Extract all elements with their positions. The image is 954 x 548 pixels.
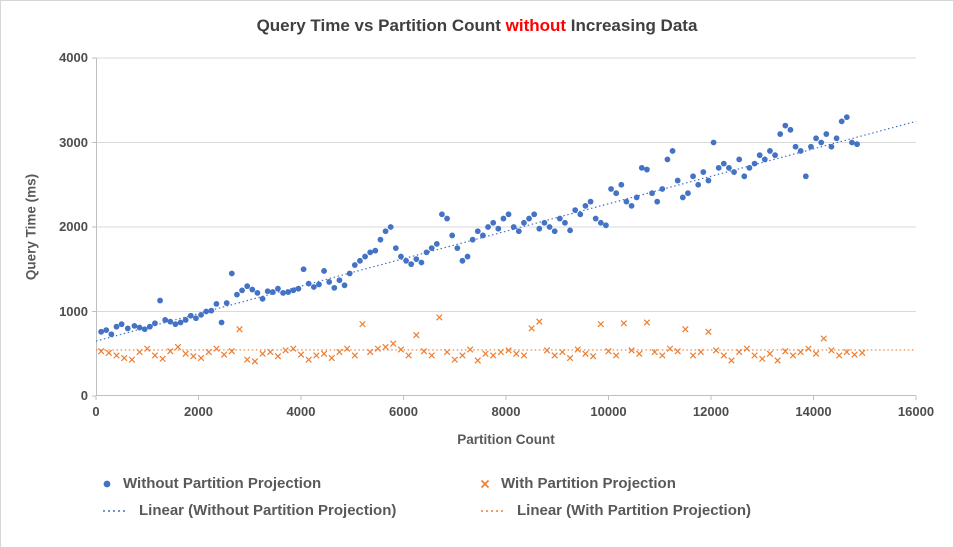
y-tick-label: 1000 xyxy=(59,303,88,319)
y-tick-label: 4000 xyxy=(59,50,88,65)
trendline-0 xyxy=(95,120,917,342)
legend-item-without-projection[interactable]: Without Partition Projection xyxy=(102,475,321,492)
blue-dotted-line-icon xyxy=(103,509,127,512)
chart-title-part2: Increasing Data xyxy=(566,16,698,35)
series-with-partition-projection xyxy=(97,314,866,365)
x-tick-label: 14000 xyxy=(795,404,832,419)
y-tick-label: 0 xyxy=(80,388,88,403)
legend-item-linear-with-projection[interactable]: Linear (With Partition Projection) xyxy=(480,502,751,519)
legend-label: Without Partition Projection xyxy=(123,475,322,492)
x-axis-title: Partition Count xyxy=(457,432,555,447)
y-axis-title: Query Time (ms) xyxy=(23,173,39,281)
plot-area xyxy=(92,57,917,400)
series-without-partition-projection xyxy=(98,114,860,338)
x-tick-label: 12000 xyxy=(692,404,730,419)
chart-title: Query Time vs Partition Count without In… xyxy=(1,16,953,36)
y-tick-label: 2000 xyxy=(59,219,88,234)
x-tick-label: 0 xyxy=(92,404,100,419)
legend-label: Linear (With Partition Projection) xyxy=(517,502,752,519)
x-tick-label: 10000 xyxy=(590,404,627,419)
legend-label: With Partition Projection xyxy=(501,475,676,492)
legend-row-markers: Without Partition Projection With Partit… xyxy=(102,475,852,492)
legend-label: Linear (Without Partition Projection) xyxy=(139,502,397,519)
x-tick-label: 16000 xyxy=(897,404,935,419)
orange-dotted-line-icon xyxy=(481,509,505,512)
legend-item-linear-without-projection[interactable]: Linear (Without Partition Projection) xyxy=(102,502,396,519)
legend-row-trendlines: Linear (Without Partition Projection) Li… xyxy=(102,502,852,519)
chart-legend: Without Partition Projection With Partit… xyxy=(1,475,953,519)
chart-title-highlight: without xyxy=(505,16,567,35)
x-tick-label: 2000 xyxy=(184,404,213,419)
y-tick-label: 3000 xyxy=(59,134,88,150)
x-tick-label: 4000 xyxy=(286,404,316,419)
orange-x-marker-icon xyxy=(480,479,490,488)
blue-dot-marker-icon xyxy=(103,480,111,487)
chart-title-part1: Query Time vs Partition Count xyxy=(256,16,506,35)
x-tick-label: 6000 xyxy=(389,404,418,419)
x-tick-label: 8000 xyxy=(491,404,521,419)
legend-item-with-projection[interactable]: With Partition Projection xyxy=(480,475,676,492)
